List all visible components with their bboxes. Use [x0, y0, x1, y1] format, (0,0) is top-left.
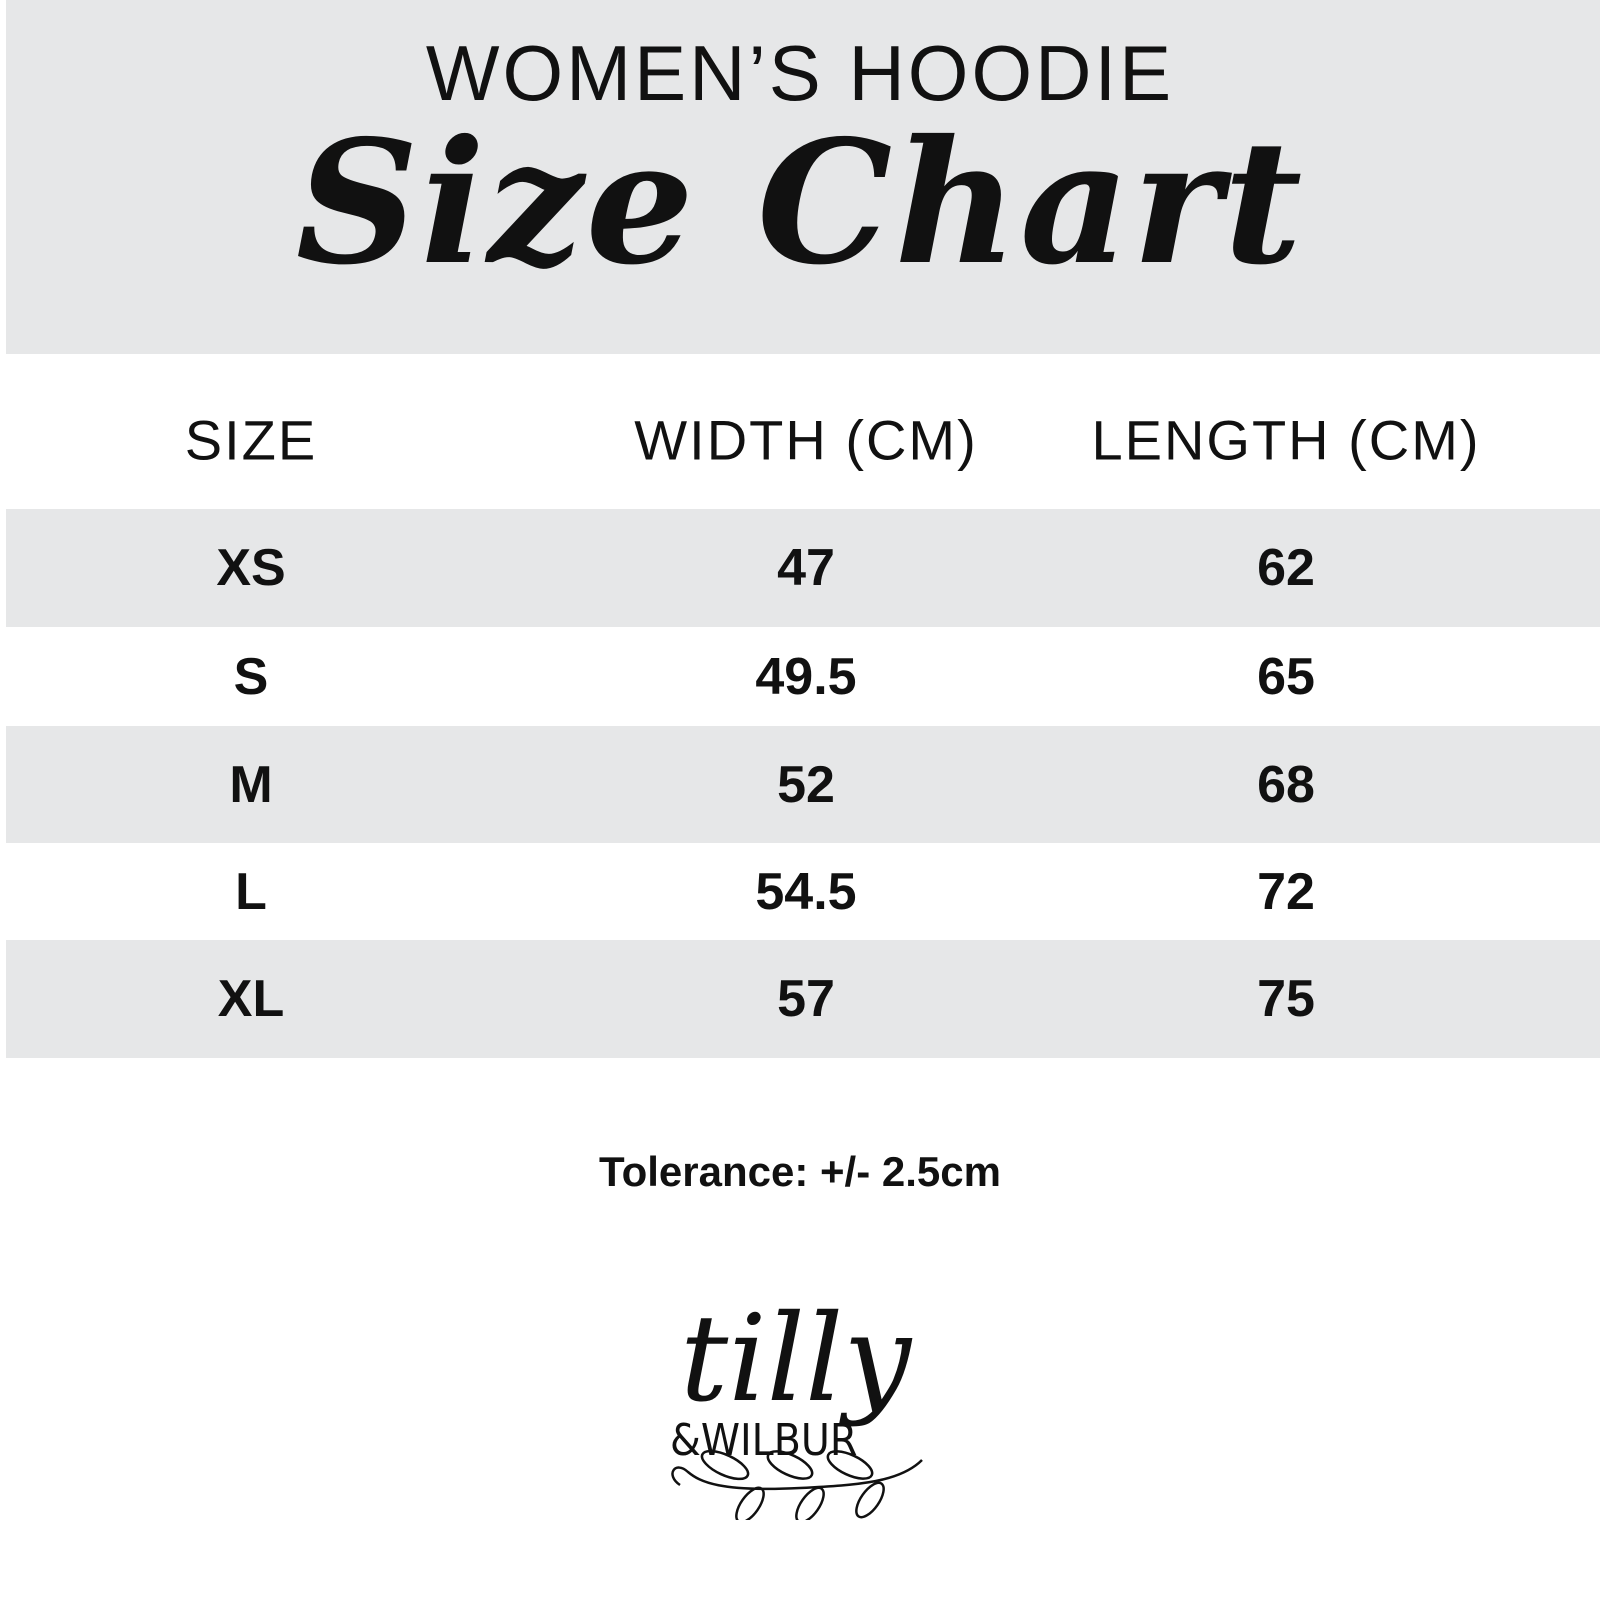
table-row: L 54.5 72: [6, 843, 1600, 940]
size-cell: L: [235, 862, 267, 921]
size-cell: M: [229, 755, 273, 814]
leaf-branch-icon: [671, 1449, 923, 1520]
length-cell: 65: [1257, 647, 1315, 706]
column-header-size: SIZE: [184, 408, 318, 472]
subtitle: WOMEN’S HOODIE: [425, 29, 1175, 117]
length-cell: 62: [1257, 539, 1315, 597]
width-cell: 49.5: [755, 647, 857, 706]
brand-logo: tilly &WILBUR: [670, 1290, 923, 1520]
width-cell: 54.5: [755, 862, 857, 921]
tolerance-note: Tolerance: +/- 2.5cm: [599, 1148, 1001, 1195]
table-row: XL 57 75: [6, 940, 1600, 1058]
size-cell: S: [233, 647, 269, 706]
table-row: XS 47 62: [6, 509, 1600, 627]
length-cell: 75: [1257, 970, 1315, 1028]
length-cell: 68: [1257, 755, 1315, 814]
logo-script-text: tilly: [680, 1290, 913, 1429]
table-row: S 49.5 65: [6, 627, 1600, 726]
width-cell: 57: [777, 970, 835, 1028]
page-title: Size Chart: [295, 103, 1305, 303]
table-row: M 52 68: [6, 726, 1600, 843]
width-cell: 47: [777, 539, 835, 597]
size-cell: XS: [216, 539, 286, 597]
width-cell: 52: [777, 755, 835, 814]
column-header-length: LENGTH (CM): [1091, 408, 1481, 472]
column-header-width: WIDTH (CM): [634, 408, 978, 472]
header-band: [6, 0, 1600, 354]
length-cell: 72: [1257, 862, 1315, 921]
table-header: SIZE WIDTH (CM) LENGTH (CM): [6, 385, 1600, 495]
size-cell: XL: [217, 970, 285, 1028]
